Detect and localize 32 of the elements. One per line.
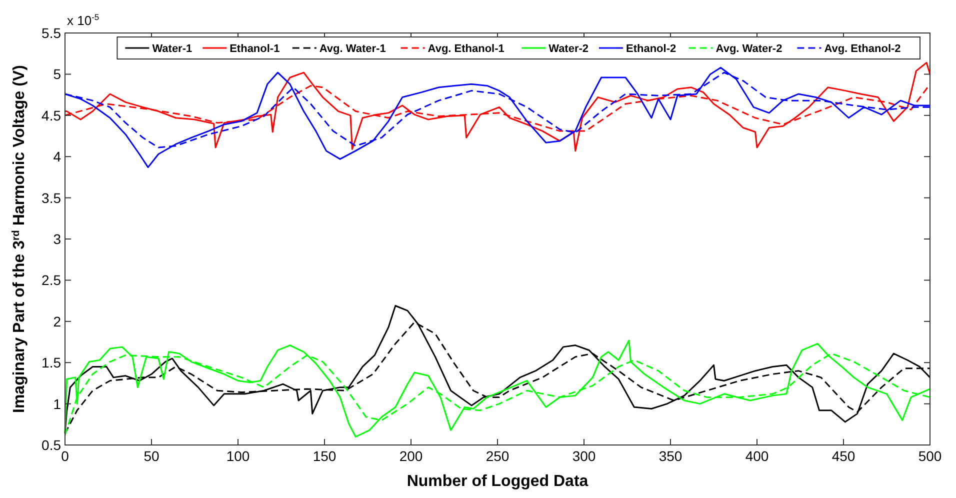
- legend-label: Avg. Ethanol-1: [428, 43, 504, 55]
- legend-label: Avg. Water-2: [716, 43, 782, 55]
- x-tick-label: 400: [745, 448, 769, 464]
- y-tick-label: 4.5: [42, 107, 62, 124]
- y-tick-label: 0.5: [42, 437, 62, 453]
- y-tick-label: 2.5: [42, 272, 62, 288]
- y-tick-label: 5.5: [42, 25, 62, 41]
- y-tick-label: 3: [53, 231, 62, 247]
- x-tick-label: 100: [226, 448, 250, 464]
- x-tick-label: 0: [61, 448, 70, 464]
- legend-label: Avg. Water-1: [319, 43, 386, 55]
- x-tick-label: 500: [918, 448, 942, 464]
- x-tick-label: 250: [486, 448, 510, 464]
- x-tick-label: 350: [658, 448, 682, 464]
- y-tick-label: 4: [53, 148, 62, 165]
- text: x 10$^{-5}$: [67, 12, 100, 28]
- y-tick-label: 2: [53, 313, 62, 330]
- x-tick-label: 300: [572, 448, 596, 464]
- y-tick-label: 5: [53, 66, 62, 82]
- legend-label: Ethanol-2: [626, 43, 676, 55]
- y-tick-label: 1: [53, 396, 62, 412]
- y-tick-label: 3.5: [42, 190, 62, 206]
- legend-label: Ethanol-1: [230, 43, 280, 55]
- x-tick-label: 200: [399, 448, 423, 464]
- x-tick-label: 50: [144, 448, 160, 464]
- legend-label: Water-2: [548, 43, 589, 55]
- x-tick-label: 150: [312, 448, 336, 464]
- y-tick-label: 1.5: [42, 354, 62, 371]
- legend-label: Avg. Ethanol-2: [824, 43, 901, 55]
- x-axis-title: Number of Logged Data: [406, 473, 588, 490]
- x-tick-label: 450: [832, 448, 856, 464]
- legend-label: Water-1: [152, 43, 192, 55]
